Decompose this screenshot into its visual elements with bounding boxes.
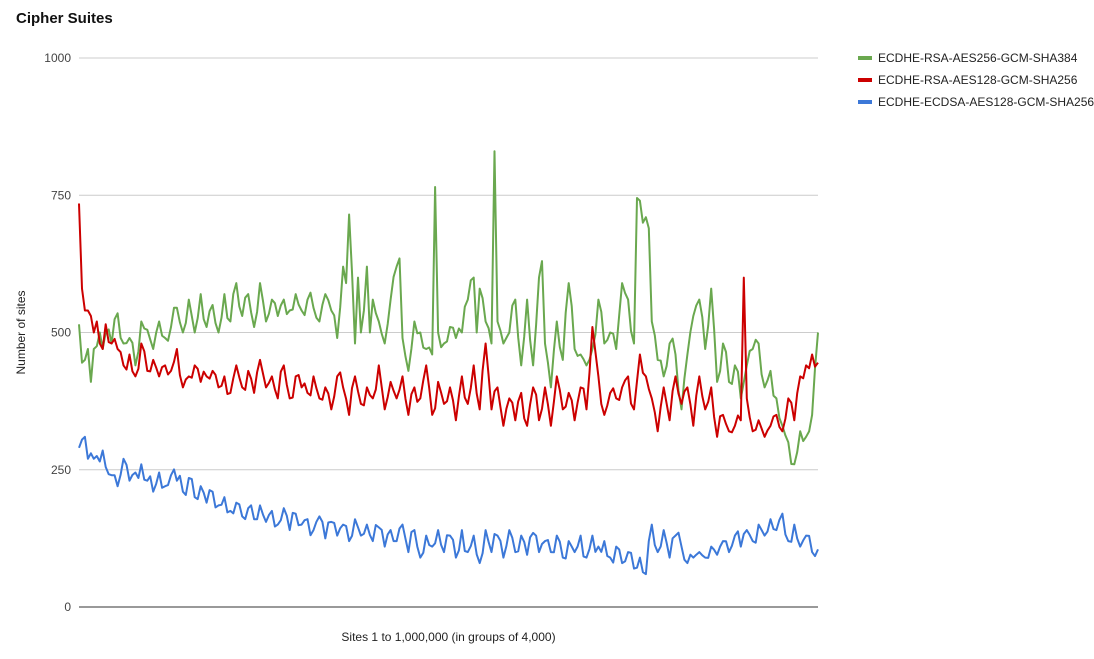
legend-label-2: ECDHE-RSA-AES128-GCM-SHA256	[878, 73, 1078, 87]
y-tick-label: 250	[51, 463, 71, 477]
y-tick-label: 0	[64, 600, 71, 614]
chart-title: Cipher Suites	[16, 10, 113, 27]
y-tick-label: 750	[51, 188, 71, 202]
legend-label-1: ECDHE-RSA-AES256-GCM-SHA384	[878, 51, 1078, 65]
y-tick-label: 1000	[44, 51, 71, 65]
y-axis-ticks: 0 250 500 750 1000	[44, 51, 71, 614]
series-line-1	[78, 150, 819, 466]
series-lines	[78, 150, 819, 576]
gridlines	[79, 57, 818, 471]
y-tick-label: 500	[51, 326, 71, 340]
series-line-3	[78, 435, 819, 576]
legend: ECDHE-RSA-AES256-GCM-SHA384 ECDHE-RSA-AES…	[858, 51, 1094, 109]
x-axis-title: Sites 1 to 1,000,000 (in groups of 4,000…	[341, 630, 555, 644]
series-line-2	[78, 203, 819, 438]
legend-label-3: ECDHE-ECDSA-AES128-GCM-SHA256	[878, 95, 1094, 109]
y-axis-title: Number of sites	[14, 290, 28, 374]
